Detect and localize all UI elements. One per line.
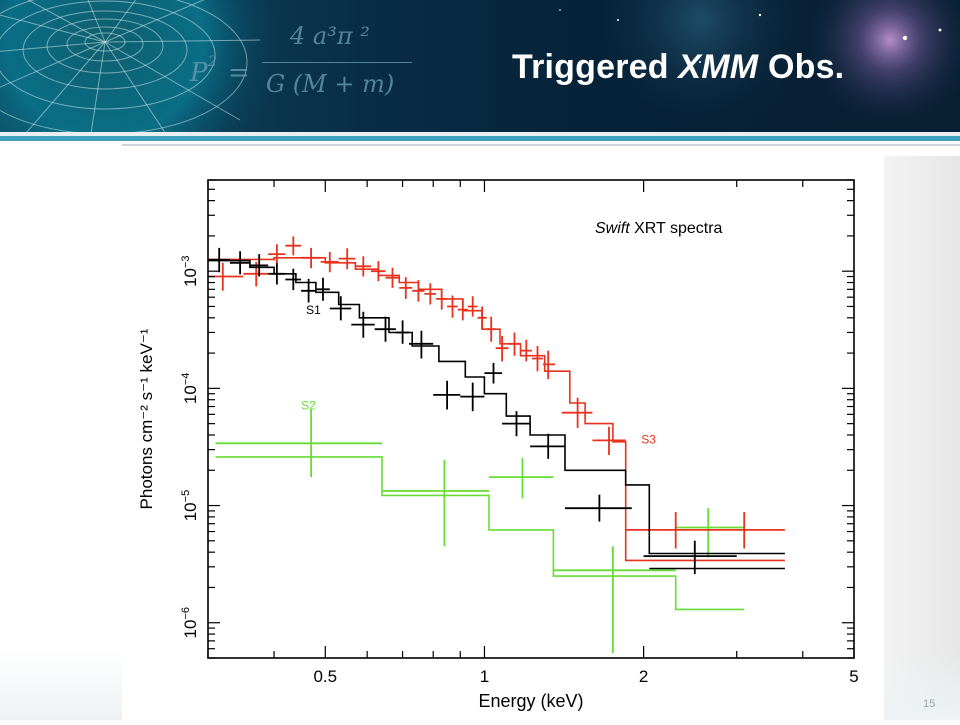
data-point-s3 <box>355 256 371 277</box>
data-point-s1 <box>530 433 565 459</box>
data-point-s3 <box>320 251 339 273</box>
model-line-s2 <box>215 456 745 611</box>
series-layer: S2 S3 S1 <box>208 236 785 654</box>
data-point-s2 <box>489 457 554 499</box>
data-point-s3 <box>301 247 321 269</box>
xrt-spectra-chart: S2 S3 S1 10−3 10−4 10−5 10−6 0.5 1 2 5 Energy (k… <box>137 179 859 711</box>
formula-exp: 2 <box>208 54 217 70</box>
data-point-s3 <box>532 346 543 372</box>
data-point-s1 <box>229 251 250 275</box>
data-point-s1 <box>643 540 737 575</box>
data-point-s3 <box>285 236 302 256</box>
title-italic: XMM <box>678 48 759 86</box>
model-line-s3 <box>208 257 785 562</box>
chart-annotation: Swift XRT spectra <box>595 220 723 237</box>
formula-fraction-bar <box>262 62 412 63</box>
series-s1: S1 <box>208 247 785 575</box>
side-panel <box>884 156 960 720</box>
data-point-s1 <box>351 311 375 338</box>
data-point-s3 <box>457 298 468 321</box>
data-point-s1 <box>409 330 434 359</box>
formula-lhs: P <box>190 58 208 88</box>
data-point-s3 <box>467 296 478 317</box>
x-tick-labels: 0.5 1 2 5 <box>313 667 858 686</box>
data-point-s1 <box>433 380 461 410</box>
data-point-s1 <box>460 382 485 412</box>
formula-denominator: G (M + m) <box>266 70 395 98</box>
series-label-s3: S3 <box>641 432 656 446</box>
data-point-s3 <box>508 332 521 356</box>
data-point-s3 <box>592 426 626 455</box>
data-point-s3 <box>371 261 386 282</box>
page-number: 15 <box>923 698 936 710</box>
data-point-s2 <box>675 508 745 558</box>
data-point-s2 <box>382 459 489 547</box>
slide-title: Triggered XMM Obs. <box>512 48 844 87</box>
data-point-s1 <box>374 316 396 342</box>
annotation-rest: XRT spectra <box>630 220 723 237</box>
data-point-s1 <box>249 254 269 277</box>
data-point-s3 <box>412 280 425 302</box>
data-point-s2 <box>215 409 382 478</box>
data-point-s3 <box>385 267 400 288</box>
data-point-s3 <box>447 295 458 318</box>
data-point-s3 <box>477 306 487 330</box>
header-rule-light <box>0 132 960 136</box>
data-point-s3 <box>338 248 356 270</box>
chart-image: S2 S3 S1 10−3 10−4 10−5 10−6 0.5 1 2 5 Energy (k… <box>122 156 884 720</box>
x-tick-label: 1 <box>480 667 489 686</box>
data-point-s3 <box>495 336 509 362</box>
annotation-italic: Swift <box>595 220 630 237</box>
y-tick-labels: 10−3 10−4 10−5 10−6 <box>180 255 200 638</box>
plot-frame <box>207 179 855 659</box>
data-point-s3 <box>424 283 437 305</box>
y-tick-label: 10−3 <box>180 255 200 286</box>
data-point-s3 <box>542 350 556 380</box>
x-tick-label: 5 <box>849 667 858 686</box>
y-tick-label: 10−6 <box>180 607 200 638</box>
series-s2: S2 <box>215 399 745 654</box>
data-point-s3 <box>436 288 448 310</box>
slide-header: P 2 = 4 a³π ² G (M + m) Triggered XMM Ob… <box>0 0 960 132</box>
x-tick-label: 2 <box>639 667 648 686</box>
series-s3: S3 <box>208 236 785 562</box>
model-line-s1 <box>208 259 785 555</box>
y-axis-label: Photons cm⁻² s⁻¹ keV⁻¹ <box>137 328 156 509</box>
data-point-s1 <box>285 268 302 291</box>
series-label-s2: S2 <box>301 399 316 413</box>
y-tick-label: 10−4 <box>180 373 200 404</box>
data-point-s2 <box>553 546 676 654</box>
data-point-s1 <box>565 494 632 522</box>
title-end: Obs. <box>758 48 845 86</box>
formula-equals: = <box>228 58 250 88</box>
data-point-s3 <box>716 512 785 549</box>
data-point-s3 <box>268 244 286 265</box>
data-point-s1 <box>268 263 286 285</box>
title-main: Triggered <box>512 48 679 86</box>
data-point-s1 <box>484 362 503 384</box>
spacetime-grid-art <box>0 0 960 132</box>
x-axis-label: Energy (keV) <box>478 691 583 711</box>
data-point-s1 <box>301 278 316 303</box>
data-point-s3 <box>561 397 593 428</box>
data-point-s1 <box>395 320 409 344</box>
data-point-s1 <box>208 247 230 273</box>
tick-layer <box>207 179 855 659</box>
header-rule-accent <box>0 136 960 141</box>
series-label-s1: S1 <box>306 303 321 317</box>
data-point-s3 <box>486 316 496 342</box>
x-tick-label: 0.5 <box>313 667 337 686</box>
header-rule-thin <box>122 144 960 146</box>
formula-numerator: 4 a³π ² <box>290 22 370 50</box>
data-point-s3 <box>625 512 717 549</box>
data-point-s1 <box>315 277 330 301</box>
data-point-s1 <box>329 296 352 321</box>
data-point-s3 <box>399 277 413 299</box>
data-point-s3 <box>520 339 532 362</box>
y-tick-label: 10−5 <box>180 490 200 521</box>
data-point-s1 <box>502 411 531 437</box>
